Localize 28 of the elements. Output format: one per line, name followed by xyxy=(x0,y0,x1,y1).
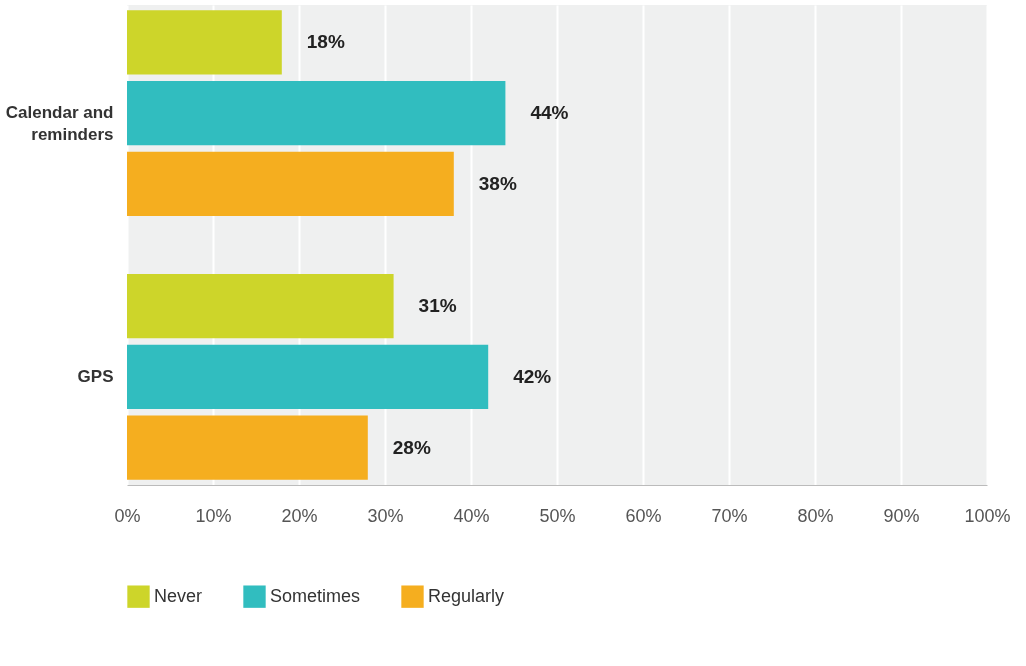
x-tick-label: 0% xyxy=(114,505,141,526)
legend-label: Never xyxy=(154,585,203,606)
x-tick-label: 90% xyxy=(883,505,920,526)
text: 42% xyxy=(513,365,552,387)
bar xyxy=(127,274,394,339)
text: 31% xyxy=(418,295,457,317)
legend-label: Regularly xyxy=(428,585,505,606)
text: 28% xyxy=(392,436,431,458)
x-tick-label: 50% xyxy=(539,505,576,526)
legend-label: Sometimes xyxy=(270,585,361,606)
text: 18% xyxy=(306,31,345,53)
bar xyxy=(127,10,282,75)
bar xyxy=(127,151,454,216)
x-tick-label: 60% xyxy=(625,505,662,526)
bar xyxy=(127,415,368,480)
x-tick-label: 40% xyxy=(453,505,490,526)
y-tick-label: Calendar and reminders xyxy=(5,103,114,145)
text: 38% xyxy=(478,172,517,194)
bar xyxy=(127,344,489,410)
x-tick-label: 70% xyxy=(711,505,748,526)
text: 44% xyxy=(530,102,569,124)
x-tick-label: 100% xyxy=(964,505,1011,526)
x-tick-label: 10% xyxy=(195,505,232,526)
x-tick-label: 20% xyxy=(281,505,318,526)
y-tick-label: GPS xyxy=(77,366,114,386)
bar xyxy=(127,80,506,146)
x-tick-label: 30% xyxy=(367,505,404,526)
x-tick-label: 80% xyxy=(797,505,834,526)
